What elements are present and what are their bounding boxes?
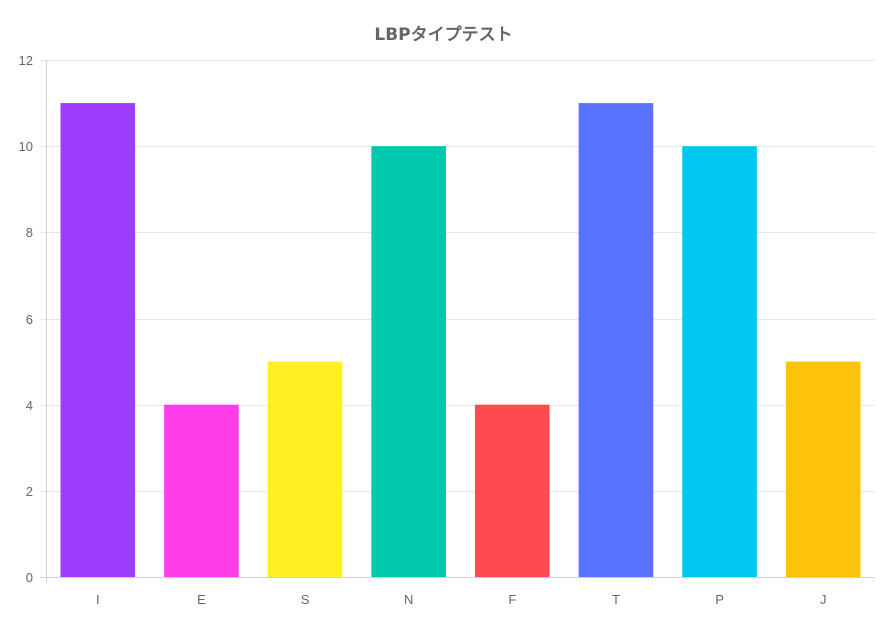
y-tick-label: 6: [26, 312, 33, 327]
y-tick-label: 10: [19, 139, 33, 154]
bar-P[interactable]: [682, 146, 757, 577]
x-tick-label: P: [715, 592, 724, 607]
bar-F[interactable]: [475, 404, 550, 577]
x-tick-label: S: [301, 592, 310, 607]
x-tick-label: E: [197, 592, 206, 607]
y-axis-ticks: 0 2 4 6 8 10 12: [19, 53, 33, 585]
bar-E[interactable]: [164, 404, 239, 577]
bar-N[interactable]: [371, 146, 446, 577]
x-tick-label: F: [508, 592, 516, 607]
bar-T[interactable]: [578, 103, 654, 577]
x-tick-label: J: [820, 592, 827, 607]
bars: [60, 103, 861, 577]
y-tick-label: 0: [26, 570, 33, 585]
x-tick-label: N: [404, 592, 413, 607]
bar-I[interactable]: [60, 103, 136, 577]
chart-title: LBPタイプテスト: [374, 24, 512, 45]
bar-J[interactable]: [785, 361, 861, 577]
x-tick-label: T: [612, 592, 620, 607]
y-tick-label: 12: [19, 53, 33, 68]
y-tick-label: 2: [26, 484, 33, 499]
bar-S[interactable]: [267, 361, 343, 577]
y-tick-label: 8: [26, 225, 33, 240]
y-tick-label: 4: [26, 398, 33, 413]
x-tick-label: I: [96, 592, 100, 607]
